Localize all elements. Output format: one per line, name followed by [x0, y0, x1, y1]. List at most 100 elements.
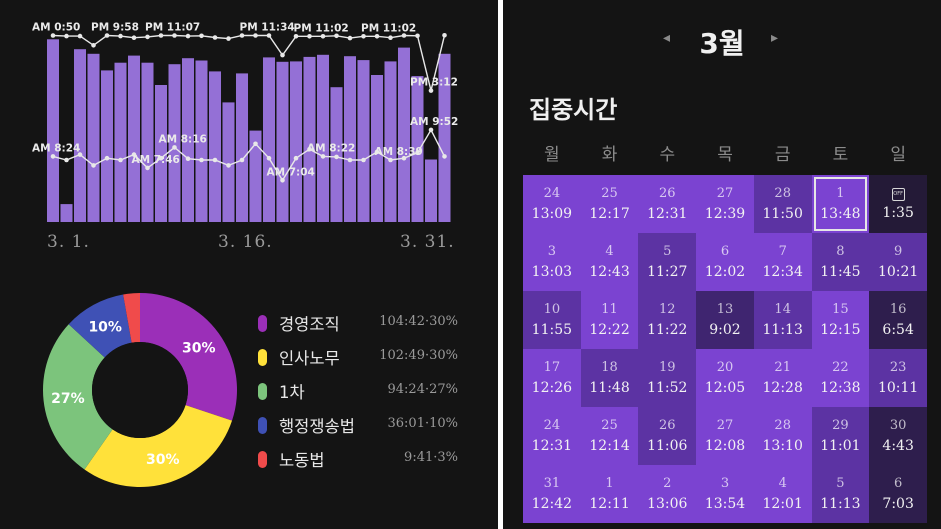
calendar-day-number: 3	[720, 476, 730, 491]
time-point	[334, 33, 339, 39]
calendar-focus-time: 12:38	[820, 380, 861, 396]
time-point	[415, 33, 420, 39]
donut-legend: 경영조직 104:42·30% 인사노무 102:49·30% 1차 94:24…	[258, 306, 458, 476]
calendar-day-cell[interactable]: 28 13:10	[753, 407, 812, 465]
calendar-day-cell[interactable]: 13 9:02	[696, 291, 754, 349]
calendar-day-cell[interactable]: 6 12:02	[696, 233, 754, 291]
calendar-day-cell[interactable]: 24 12:31	[523, 407, 581, 465]
calendar-day-cell[interactable]: 27 12:08	[696, 407, 754, 465]
calendar-day-number: 17	[543, 360, 561, 375]
calendar-focus-time: 12:42	[531, 496, 573, 512]
time-point	[145, 165, 150, 171]
calendar-day-cell[interactable]: 3 13:54	[696, 465, 754, 523]
calendar-day-cell[interactable]: 10 11:55	[523, 291, 581, 349]
calendar-focus-time: 10:11	[877, 380, 919, 396]
calendar-day-number: 15	[832, 302, 849, 317]
calendar-day-number: 8	[836, 244, 845, 259]
daily-bar	[290, 61, 302, 223]
calendar-day-cell[interactable]: 30 4:43	[869, 407, 927, 465]
calendar-day-cell[interactable]: 25 12:14	[580, 407, 639, 465]
legend-swatch	[258, 382, 267, 400]
calendar-day-number: 1	[605, 476, 614, 491]
time-point	[266, 33, 272, 38]
calendar-day-cell[interactable]: 16 6:54	[869, 291, 927, 349]
daily-bar	[398, 47, 410, 222]
calendar-day-number: 3	[547, 244, 556, 259]
weekday-label: 월	[544, 145, 560, 165]
calendar-day-number: 7	[778, 244, 787, 259]
calendar-day-cell[interactable]: 31 12:42	[523, 465, 581, 523]
calendar-focus-time: 13:03	[531, 264, 573, 280]
calendar-day-cell[interactable]: 25 12:17	[580, 175, 639, 233]
calendar-day-cell[interactable]: 26 11:06	[638, 407, 697, 465]
calendar-focus-time: 12:02	[704, 264, 746, 280]
calendar-focus-time: 13:10	[762, 438, 803, 454]
calendar-day-cell[interactable]: 5 11:13	[811, 465, 870, 523]
time-point	[104, 155, 110, 161]
calendar-day-number: 29	[832, 418, 849, 433]
calendar-focus-time: 12:28	[762, 380, 803, 396]
daily-bar	[317, 54, 329, 222]
time-point	[64, 157, 69, 163]
calendar-day-cell[interactable]: 22 12:38	[811, 349, 870, 407]
calendar-day-number: 19	[659, 360, 676, 375]
calendar-day-cell[interactable]: 2 13:06	[638, 465, 697, 523]
time-label: AM 8:24	[32, 142, 80, 154]
calendar-focus-time: 11:55	[531, 322, 573, 338]
time-point	[185, 33, 191, 39]
calendar-day-number: 20	[716, 360, 734, 375]
slice-percent-label: 30%	[146, 452, 180, 468]
calendar-day-cell[interactable]: 24 13:09	[523, 175, 581, 233]
calendar-day-cell[interactable]: 1 12:11	[580, 465, 639, 523]
calendar-day-cell[interactable]: OFF 1:35	[869, 175, 927, 233]
calendar-day-cell[interactable]: 4 12:43	[580, 233, 639, 291]
time-point	[307, 146, 312, 152]
calendar-day-cell[interactable]: 9 10:21	[869, 233, 927, 291]
calendar-day-cell[interactable]: 29 11:01	[811, 407, 870, 465]
calendar-day-cell[interactable]: 21 12:28	[753, 349, 812, 407]
calendar-day-cell[interactable]: 18 11:48	[580, 349, 639, 407]
daily-bar	[357, 60, 370, 222]
calendar-day-cell[interactable]: 8 11:45	[811, 233, 870, 291]
time-point	[253, 141, 258, 147]
calendar-focus-time: 11:01	[820, 438, 861, 454]
calendar-focus-time: 11:13	[820, 496, 861, 512]
calendar-focus-time: 10:21	[877, 264, 919, 280]
calendar-day-number: 31	[543, 476, 561, 491]
calendar-day-cell[interactable]: 19 11:52	[638, 349, 697, 407]
calendar-day-cell[interactable]: 27 12:39	[696, 175, 754, 233]
calendar-day-number: 25	[601, 418, 618, 433]
time-point	[172, 33, 177, 38]
calendar-day-cell[interactable]: 4 12:01	[753, 465, 812, 523]
calendar-day-cell[interactable]: 20 12:05	[696, 349, 754, 407]
calendar-day-cell[interactable]: 26 12:31	[638, 175, 697, 233]
calendar-day-cell[interactable]: 28 11:50	[753, 175, 812, 233]
calendar-day-cell[interactable]: 1 13:48	[811, 175, 870, 233]
time-point	[307, 34, 312, 39]
time-point	[401, 33, 407, 38]
calendar-day-cell[interactable]: 3 13:03	[523, 233, 581, 291]
calendar-focus-time: 12:08	[704, 438, 746, 454]
legend-swatch	[258, 450, 267, 468]
legend-item: 노동법 9:41·3%	[258, 442, 458, 476]
calendar-day-cell[interactable]: 23 10:11	[869, 349, 927, 407]
calendar-day-cell[interactable]: 15 12:15	[811, 291, 870, 349]
daily-bar	[276, 61, 289, 222]
legend-label: 노동법	[279, 451, 325, 470]
calendar-day-cell[interactable]: 14 11:13	[753, 291, 812, 349]
calendar-day-cell[interactable]: 6 7:03	[869, 465, 927, 523]
time-point	[104, 33, 110, 38]
calendar-day-cell[interactable]: 12 11:22	[638, 291, 697, 349]
chevron-right-icon[interactable]: ▸	[771, 30, 779, 46]
calendar-day-cell[interactable]: 11 12:22	[580, 291, 639, 349]
calendar-day-number: 24	[543, 186, 561, 201]
time-point	[91, 163, 96, 168]
chevron-left-icon[interactable]: ◂	[663, 30, 671, 46]
calendar-day-cell[interactable]: 7 12:34	[753, 233, 812, 291]
calendar-day-cell[interactable]: 5 11:27	[638, 233, 697, 291]
calendar-day-number: 23	[889, 360, 907, 375]
calendar-day-cell[interactable]: 17 12:26	[523, 349, 581, 407]
month-title: 3월	[699, 27, 745, 60]
weekday-label: 화	[601, 145, 618, 165]
time-point	[293, 155, 299, 161]
